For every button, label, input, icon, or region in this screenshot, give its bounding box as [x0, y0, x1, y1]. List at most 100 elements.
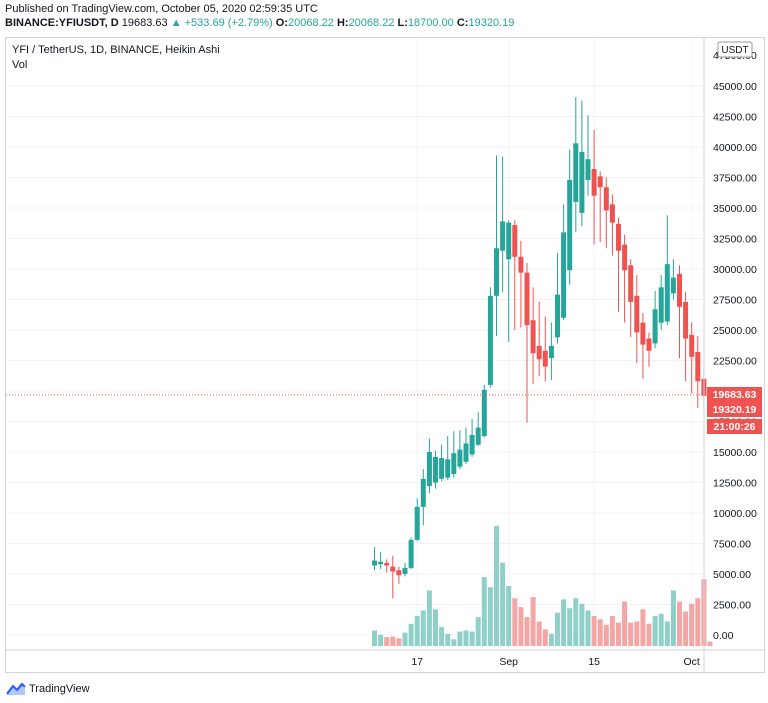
footer-brand[interactable]: TradingView	[6, 680, 90, 698]
volume-bar	[548, 633, 554, 646]
candle-body	[640, 322, 646, 345]
volume-bar	[384, 637, 390, 646]
candle	[603, 177, 609, 249]
candle-body	[469, 434, 475, 455]
volume-bar	[457, 631, 463, 646]
candle	[640, 312, 646, 379]
price-axis: 0.00 2500.00 5000.00 7500.00 10000.00 12500.0…	[6, 38, 764, 672]
candle	[487, 287, 493, 388]
volume-bar	[677, 601, 682, 646]
volume-bar	[573, 598, 579, 646]
volume-bar	[689, 603, 695, 646]
volume-bar	[609, 616, 615, 646]
candle-body	[616, 223, 621, 251]
price-tick-label: 30000.00	[713, 264, 757, 276]
volume-bar	[487, 587, 493, 646]
price-tick-label: 15000.00	[713, 447, 757, 459]
price-tick-label: 22500.00	[713, 356, 757, 368]
candle	[457, 430, 463, 470]
candle	[469, 419, 475, 457]
volume-bar	[500, 562, 506, 646]
price-tick-label: 0.00	[713, 630, 734, 642]
price-tick-label: 35000.00	[713, 203, 757, 215]
candle-body	[500, 221, 506, 251]
candle-body	[573, 143, 579, 202]
candle	[481, 384, 487, 438]
price-tick-label: 37500.00	[713, 173, 757, 185]
volume-bar	[597, 619, 603, 646]
candle-body	[555, 294, 560, 338]
price-tick-label: 7500.00	[713, 539, 751, 551]
candle-body	[433, 456, 438, 483]
volume-bar	[634, 621, 640, 646]
volume-bar	[616, 622, 621, 646]
candle-body	[585, 159, 591, 180]
candle	[451, 431, 457, 478]
volume-bar	[591, 616, 597, 646]
candle	[542, 316, 548, 382]
volume-bar	[481, 577, 487, 646]
volume-bar	[372, 630, 377, 646]
candle	[420, 469, 426, 526]
time-tick-label: 17	[411, 656, 423, 668]
candle	[372, 547, 377, 571]
candle	[585, 115, 591, 196]
chart-legend-title[interactable]: YFI / TetherUS, 1D, BINANCE, Heikin Ashi	[12, 44, 220, 56]
candle	[384, 559, 390, 573]
volume-bar	[585, 610, 591, 646]
volume-bar	[402, 632, 408, 646]
candle-body	[475, 427, 481, 445]
published-note: Published on TradingView.com, October 05…	[5, 3, 318, 15]
candle	[652, 290, 658, 349]
candle	[494, 155, 499, 337]
time-tick-label: Sep	[499, 656, 518, 668]
candle	[518, 240, 524, 328]
volume-bar	[396, 638, 402, 646]
low-value: 18700.00	[407, 17, 454, 29]
candle	[500, 156, 506, 293]
volume-bar	[622, 601, 628, 646]
candle	[439, 444, 445, 482]
candle-body	[463, 443, 469, 462]
candle	[402, 563, 408, 577]
volume-bar	[524, 617, 530, 646]
candle-body	[695, 351, 701, 382]
volume-bar	[439, 627, 445, 646]
countdown-badge-label: 21:00:26	[713, 421, 755, 433]
candle-body	[652, 309, 658, 344]
candle	[628, 259, 634, 338]
price-tick-label: 5000.00	[713, 569, 751, 581]
candle-body	[597, 176, 603, 188]
candle-body	[384, 563, 390, 566]
candle-body	[408, 539, 414, 568]
candle	[506, 220, 512, 343]
candle-body	[487, 295, 493, 385]
candle-body	[378, 561, 384, 565]
candle	[524, 262, 530, 423]
candle-body	[689, 334, 695, 357]
candle	[677, 265, 682, 359]
time-tick-label: Oct	[684, 656, 700, 668]
candle	[390, 555, 396, 599]
candle-body	[609, 204, 615, 223]
candle-body	[439, 458, 445, 479]
volume-bar	[512, 598, 518, 646]
candle-body	[512, 225, 518, 257]
price-tick-label: 27500.00	[713, 295, 757, 307]
candle-body	[591, 168, 597, 196]
candle	[609, 194, 615, 256]
candle	[378, 552, 384, 570]
candle	[616, 217, 621, 312]
volume-legend[interactable]: Vol	[12, 59, 28, 71]
volume-bar	[683, 611, 689, 646]
candle-body	[420, 478, 426, 507]
candle	[530, 287, 536, 384]
candle	[396, 566, 402, 584]
candle	[445, 436, 451, 481]
candle-body	[445, 459, 451, 478]
candle	[463, 427, 469, 465]
candle	[433, 450, 438, 489]
candle-body	[567, 179, 573, 271]
volume-bar	[518, 607, 524, 646]
